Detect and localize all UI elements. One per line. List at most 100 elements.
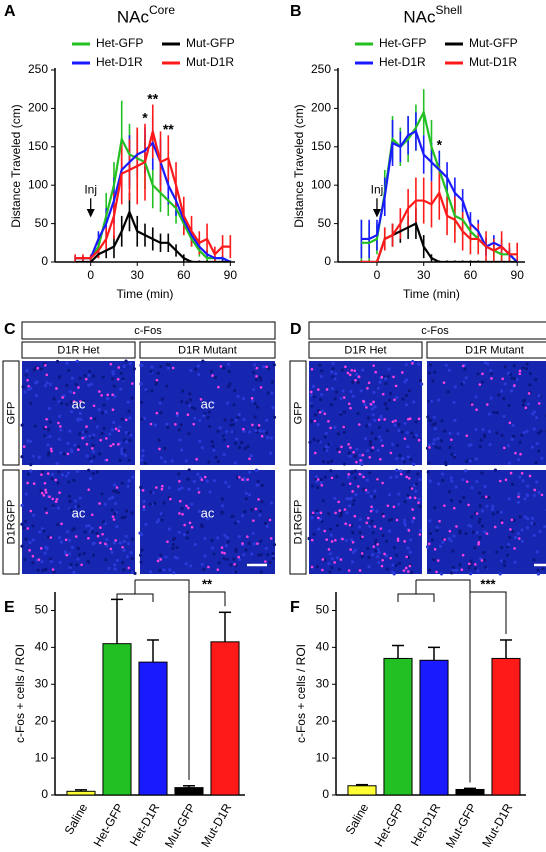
region-label: ac (72, 396, 86, 411)
cfos-cell (499, 479, 502, 483)
nucleus (330, 566, 334, 570)
bar (491, 657, 521, 796)
cfos-cell (407, 529, 411, 532)
cfos-cell (418, 533, 422, 536)
nucleus (240, 514, 245, 518)
nucleus (43, 551, 47, 555)
nucleus (392, 546, 396, 550)
cfos-cell (87, 536, 90, 540)
nucleus (534, 377, 538, 382)
y-tick-label: 50 (35, 216, 49, 230)
nucleus (251, 531, 255, 535)
nucleus (78, 376, 82, 380)
cfos-cell (369, 402, 373, 406)
nucleus (226, 362, 231, 366)
nucleus (516, 500, 520, 504)
nucleus (83, 530, 87, 534)
nucleus (121, 561, 125, 565)
nucleus (487, 412, 492, 416)
cfos-cell (369, 509, 373, 513)
nucleus (418, 504, 422, 509)
cfos-cell (254, 507, 258, 511)
nucleus (212, 552, 216, 556)
cfos-cell (367, 381, 371, 385)
cfos-cell (317, 516, 320, 520)
nucleus (141, 454, 145, 458)
nucleus (210, 440, 214, 444)
y-tick-label: 0 (41, 787, 48, 801)
nucleus (64, 474, 69, 478)
cfos-cell (310, 367, 314, 371)
nucleus (212, 448, 216, 453)
nucleus (159, 411, 163, 415)
nucleus (63, 550, 67, 554)
nucleus (160, 518, 164, 522)
nucleus (436, 436, 440, 441)
nucleus (182, 532, 187, 537)
cfos-cell (183, 523, 186, 527)
micrograph (139, 359, 277, 465)
nucleus (130, 537, 135, 541)
nucleus (139, 553, 143, 557)
cfos-cell (327, 548, 331, 551)
nucleus (122, 364, 126, 369)
cfos-cell (540, 493, 544, 497)
nucleus (139, 485, 143, 489)
nucleus (330, 459, 334, 463)
nucleus (272, 363, 276, 367)
cfos-cell (79, 400, 82, 403)
cfos-cell (44, 491, 48, 494)
x-tick-label: Het-GFP (372, 801, 408, 849)
nucleus (478, 491, 482, 495)
nucleus (410, 431, 414, 435)
cfos-cell (510, 518, 514, 522)
nucleus (76, 504, 81, 508)
nucleus (143, 461, 147, 465)
nucleus (101, 520, 106, 524)
nucleus (177, 472, 181, 476)
nucleus (327, 562, 331, 566)
nucleus (368, 524, 372, 528)
nucleus (28, 540, 32, 545)
nucleus (376, 555, 380, 559)
nucleus (122, 568, 126, 572)
nucleus (308, 440, 312, 444)
y-tick-label: 150 (311, 139, 331, 153)
cfos-cell (381, 481, 384, 485)
cfos-cell (219, 365, 223, 368)
cfos-cell (435, 570, 438, 574)
nucleus (210, 538, 214, 543)
nucleus (453, 385, 457, 389)
nucleus (142, 507, 146, 511)
nucleus (225, 429, 229, 434)
nucleus (101, 411, 105, 415)
nucleus (524, 366, 528, 371)
cfos-cell (320, 483, 324, 487)
nucleus (500, 545, 504, 550)
nucleus (312, 395, 316, 399)
cfos-cell (187, 506, 190, 510)
nucleus (226, 384, 230, 389)
cfos-cell (259, 386, 263, 389)
nucleus (537, 394, 541, 398)
column-label: D1R Het (344, 344, 386, 356)
nucleus (118, 458, 122, 463)
nucleus (132, 367, 136, 371)
cfos-cell (330, 540, 334, 543)
bar (174, 787, 204, 796)
nucleus (437, 398, 441, 402)
nucleus (381, 533, 385, 537)
nucleus (361, 368, 365, 372)
cfos-cell (329, 426, 332, 430)
nucleus (307, 536, 311, 541)
nucleus (438, 544, 443, 548)
nucleus (373, 489, 377, 493)
nucleus (349, 496, 354, 501)
nucleus (450, 571, 454, 575)
nucleus (235, 437, 239, 441)
nucleus (52, 570, 56, 574)
cfos-cell (338, 509, 342, 512)
y-tick-label: 250 (311, 62, 331, 76)
nucleus (108, 497, 112, 501)
nucleus (412, 400, 416, 404)
